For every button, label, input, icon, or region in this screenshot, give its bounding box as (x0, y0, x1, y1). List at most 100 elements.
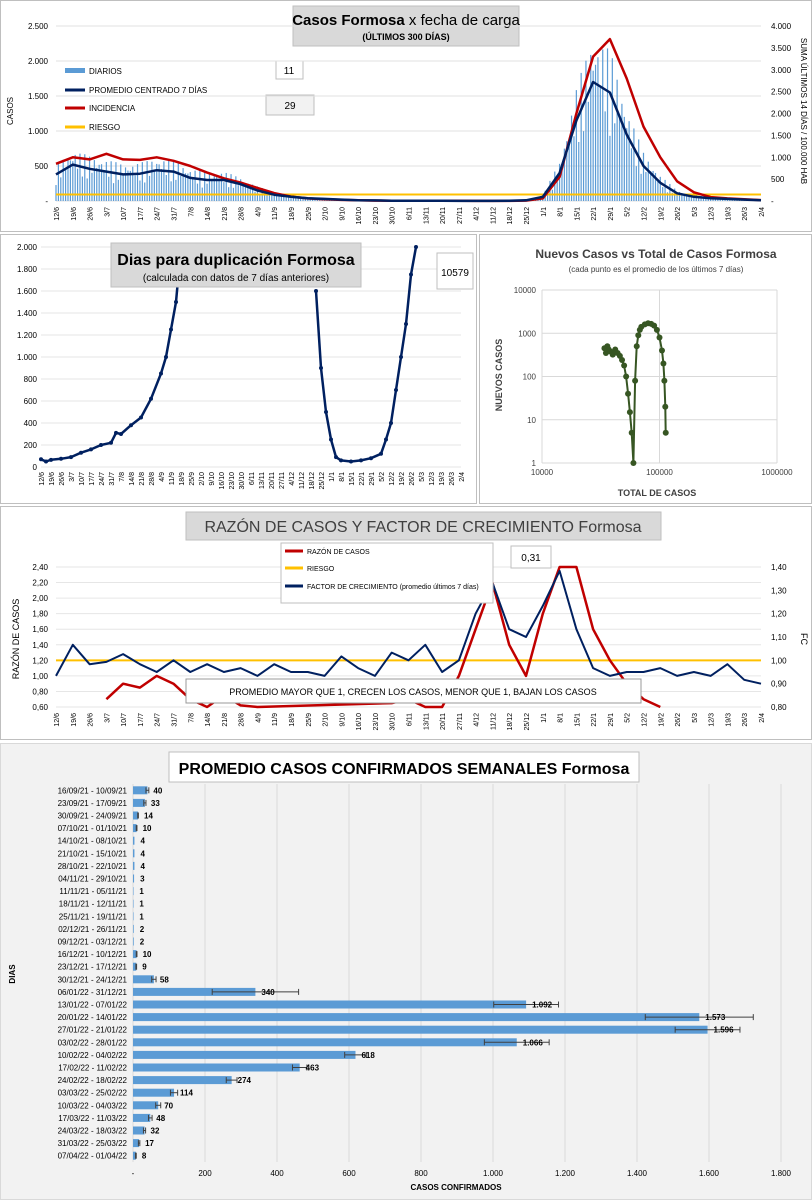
x-tick-label: 600 (342, 1169, 356, 1178)
x-tick-label: 400 (270, 1169, 284, 1178)
bar-diarios (57, 161, 59, 201)
x-tick-label: 2/10 (323, 713, 330, 727)
title-box (168, 751, 640, 783)
bar-diarios (139, 180, 141, 201)
data-point (319, 366, 323, 370)
bar-diarios (122, 175, 124, 201)
y2-tick-label: 1,20 (771, 610, 787, 619)
x-tick-label: 18/9 (289, 713, 296, 727)
bar-diarios (196, 183, 199, 201)
x-tick-label: 5/3 (692, 713, 699, 723)
x-tick-label: 7/8 (188, 207, 195, 217)
x-tick-label: 23/10 (373, 713, 380, 731)
data-label: 4 (140, 849, 145, 858)
bar (133, 1025, 708, 1034)
x-tick-label: 27/11 (279, 472, 286, 489)
data-point (89, 447, 93, 452)
y-axis-label: NUEVOS CASOS (494, 339, 504, 412)
bar-diarios (271, 192, 273, 201)
bar-diarios (264, 194, 266, 201)
y-axis-label: DIAS (8, 964, 17, 984)
x-tick-label: 9/10 (209, 472, 216, 486)
x-tick-label: 31/7 (172, 207, 179, 221)
bar-diarios (132, 166, 134, 201)
x-tick-label: 1/1 (541, 713, 548, 723)
chart-title: RAZÓN DE CASOS Y FACTOR DE CRECIMIENTO F… (204, 517, 641, 536)
y-tick-label: 200 (24, 441, 38, 450)
x-tick-label: 11/9 (272, 713, 279, 726)
data-label: 618 (361, 1051, 375, 1060)
bar (133, 924, 134, 933)
nuevos-vs-total-chart: Nuevos Casos vs Total de Casos Formosa (… (494, 247, 793, 498)
bar-diarios (666, 192, 669, 201)
data-point (109, 440, 113, 445)
bar-diarios (609, 135, 611, 201)
y-tick-label: 2,00 (32, 594, 48, 603)
legend-label: INCIDENCIA (89, 104, 136, 113)
data-point (174, 300, 178, 304)
chart-subtitle: (ÚLTIMOS 300 DÍAS) (362, 31, 449, 42)
semanales-chart: PROMEDIO CASOS CONFIRMADOS SEMANALES For… (8, 751, 792, 1192)
bar-diarios (84, 154, 86, 201)
y2-tick-label: 1,30 (771, 586, 787, 595)
x-tick-label: 12/2 (642, 207, 649, 221)
bar-diarios (558, 163, 561, 201)
category-label: 17/03/22 - 11/03/22 (58, 1114, 127, 1123)
bar-diarios (640, 173, 642, 201)
x-tick-label: 21/8 (222, 207, 229, 221)
data-label: 1 (139, 887, 144, 896)
bar-diarios (647, 161, 649, 201)
bar-diarios (194, 170, 196, 201)
bar-diarios (594, 64, 597, 201)
scatter-trace (603, 322, 667, 464)
bar (133, 912, 134, 921)
bar-diarios (240, 179, 242, 201)
bar-diarios (136, 164, 139, 201)
x-tick-label: 14/8 (205, 207, 212, 221)
bar-diarios (235, 176, 237, 201)
y-tick-label: 600 (24, 397, 38, 406)
data-point (149, 396, 153, 401)
x-tick-label: 3/7 (104, 713, 111, 723)
y2-tick-label: 1.500 (771, 131, 792, 140)
x-tick-label: 11/9 (272, 207, 279, 220)
data-point (44, 459, 48, 464)
x-tick-label: 15/1 (574, 713, 581, 727)
bar-diarios (611, 58, 613, 201)
data-label: 58 (160, 975, 169, 984)
data-label: 114 (180, 1089, 193, 1098)
chart-title: Dias para duplicación Formosa (117, 252, 355, 269)
bar-diarios (182, 168, 184, 201)
bar-diarios (88, 156, 91, 201)
data-label: 1 (139, 900, 144, 909)
category-label: 18/11/21 - 12/11/21 (59, 900, 128, 909)
bar-diarios (283, 194, 285, 201)
data-label: 1.066 (523, 1038, 544, 1047)
y-tick-label: 1,20 (32, 656, 48, 665)
bar (133, 1076, 232, 1085)
bar-diarios (606, 48, 609, 202)
x-tick-label: 29/1 (369, 472, 376, 486)
x-tick-label: 8/1 (558, 713, 565, 723)
x-tick-label: 25/9 (189, 472, 196, 486)
x-tick-label: 20/11 (269, 472, 276, 489)
data-label: 9 (142, 963, 147, 972)
x-tick-label: 12/6 (39, 472, 46, 486)
x-tick-label: 28/8 (239, 207, 246, 221)
x-tick-label: 1/1 (541, 207, 548, 217)
bar-diarios (124, 167, 127, 201)
category-label: 10/02/22 - 04/02/22 (58, 1051, 128, 1060)
bar-diarios (633, 128, 635, 201)
note-text: PROMEDIO MAYOR QUE 1, CRECEN LOS CASOS, … (229, 687, 596, 697)
category-label: 17/02/22 - 11/02/22 (58, 1064, 127, 1073)
x-tick-label: - (132, 1169, 135, 1178)
bar-diarios (290, 198, 292, 201)
bar-diarios (652, 170, 654, 201)
bar-diarios (681, 193, 683, 201)
y-tick-label: 2,40 (32, 563, 48, 572)
x-tick-label: 8/1 (558, 207, 565, 217)
x-tick-label: 11/9 (169, 472, 176, 485)
x-tick-label: 2/10 (323, 207, 330, 221)
bar-diarios (98, 164, 100, 201)
bar-diarios (62, 159, 64, 201)
